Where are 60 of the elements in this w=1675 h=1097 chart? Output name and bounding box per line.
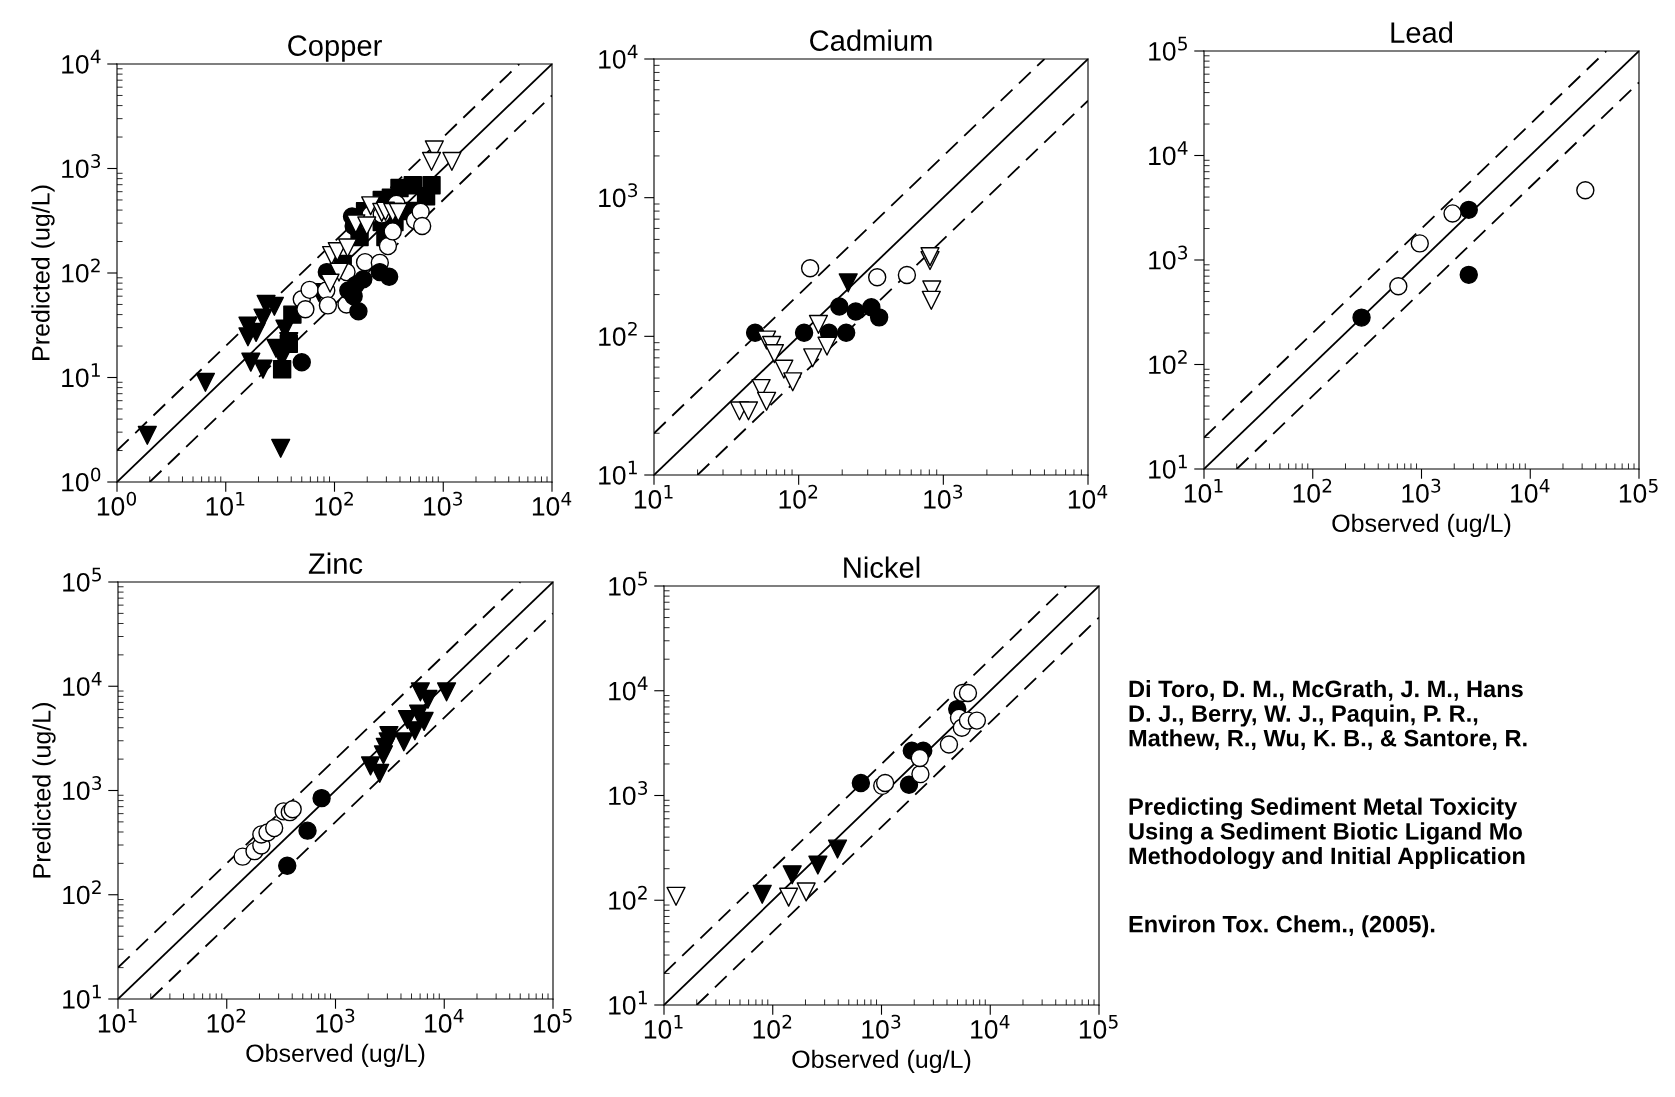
y-tick-label: 10$^{3}$ [609, 781, 648, 806]
y-axis-title: Predicted (ug/L) [31, 185, 55, 360]
chart-title: Cadmium [810, 29, 932, 51]
text: Environ Tox. Chem., (2005). [1129, 915, 1435, 938]
y-tick-label: 10$^{4}$ [609, 676, 648, 701]
x-tick-label: 10$^{5}$ [533, 1008, 572, 1033]
y-tick-label: 10$^{5}$ [609, 571, 647, 596]
y-tick-label: 10$^{4}$ [63, 672, 102, 696]
chart-title: Nickel [844, 556, 920, 578]
x-tick-label: 10$^{4}$ [971, 1014, 1010, 1039]
x-tick-label: 10$^{1}$ [1184, 478, 1223, 503]
x-tick-label: 10$^{1}$ [98, 1008, 137, 1033]
y-tick-label: 10$^{1}$ [1149, 454, 1187, 479]
y-tick-label: 10$^{3}$ [599, 183, 638, 208]
y-tick-label: 10$^{4}$ [62, 49, 101, 74]
y-tick-label: 10$^{2}$ [609, 885, 647, 910]
x-tick-label: 10$^{5}$ [1079, 1014, 1118, 1039]
x-tick-label: 10$^{2}$ [753, 1014, 792, 1039]
x-axis-title: Observed (ug/L) [246, 1043, 425, 1068]
x-tick-label: 10$^{1}$ [206, 491, 245, 516]
x-tick-label: 10$^{3}$ [424, 491, 463, 516]
x-tick-label: 10$^{4}$ [532, 491, 572, 516]
x-tick-label: 10$^{5}$ [1619, 478, 1658, 503]
x-tick-label: 10$^{2}$ [315, 491, 353, 516]
x-tick-label: 10$^{3}$ [924, 484, 963, 509]
chart-title: Lead [1391, 21, 1453, 43]
y-tick-label: 10$^{2}$ [1149, 350, 1187, 375]
x-tick-label: 10$^{2}$ [207, 1008, 246, 1033]
x-tick-label: 10$^{4}$ [425, 1008, 464, 1033]
x-tick-label: 10$^{2}$ [779, 484, 818, 509]
y-tick-label: 10$^{1}$ [609, 990, 647, 1015]
x-tick-label: 10$^{3}$ [316, 1008, 355, 1033]
y-axis-title: Predicted (ug/L) [32, 703, 56, 878]
y-tick-label: 10$^{4}$ [1149, 141, 1188, 166]
y-tick-label: 10$^{1}$ [599, 460, 637, 485]
y-tick-label: 10$^{3}$ [62, 154, 101, 179]
x-tick-label: 10$^{1}$ [644, 1014, 683, 1039]
x-tick-label: 10$^{4}$ [1511, 478, 1550, 503]
x-tick-label: 10$^{3}$ [1402, 478, 1441, 503]
y-tick-label: 10$^{2}$ [62, 258, 100, 283]
chart-title: Copper [288, 35, 382, 62]
text: Di Toro, D. M., McGrath, J. M., Hans D. J., Berry, W. J., Paquin, P. R., Mathew, R., Wu, K. B., & Santore, R. [1129, 680, 1527, 750]
y-tick-label: 10$^{2}$ [599, 321, 637, 346]
y-tick-label: 10$^{5}$ [1149, 36, 1187, 61]
y-tick-label: 10$^{1}$ [62, 363, 100, 388]
x-tick-label: 10$^{3}$ [862, 1014, 901, 1039]
x-axis-title: Observed (ug/L) [792, 1049, 971, 1074]
x-axis-title: Observed (ug/L) [1332, 513, 1511, 538]
y-tick-label: 10$^{3}$ [1149, 245, 1188, 270]
chart-title: Zinc [308, 552, 363, 574]
y-tick-label: 10$^{2}$ [63, 880, 101, 905]
x-tick-label: 10$^{2}$ [1293, 478, 1332, 503]
y-tick-label: 10$^{4}$ [599, 44, 638, 69]
text: Predicting Sediment Metal Toxicity Using a Sediment Biotic Ligand Mo Methodology and Initial Application [1129, 797, 1525, 870]
y-tick-label: 10$^{3}$ [63, 776, 102, 801]
y-tick-label: 10$^{1}$ [63, 984, 101, 1009]
x-tick-label: 10$^{4}$ [1068, 484, 1108, 509]
x-tick-label: 10$^{1}$ [634, 484, 673, 509]
y-tick-label: 10$^{5}$ [63, 567, 101, 592]
x-tick-label: 10$^{0}$ [97, 491, 137, 516]
